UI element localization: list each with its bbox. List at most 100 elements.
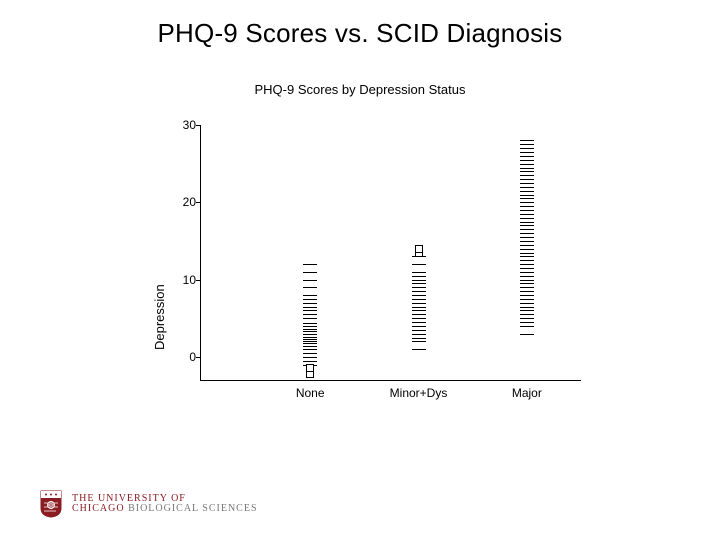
data-point xyxy=(303,310,317,311)
data-point xyxy=(520,198,534,199)
wordmark-biosci: BIOLOGICAL SCIENCES xyxy=(125,503,258,514)
data-point xyxy=(412,299,426,300)
data-point xyxy=(520,210,534,211)
data-point xyxy=(412,307,426,308)
data-point xyxy=(520,295,534,296)
data-point xyxy=(520,140,534,141)
y-axis-label: Depression xyxy=(152,284,167,350)
data-point xyxy=(520,318,534,319)
data-point xyxy=(412,256,426,257)
data-point xyxy=(412,310,426,311)
data-point xyxy=(303,264,317,265)
data-point xyxy=(412,272,426,273)
y-tick: 10 xyxy=(166,273,196,287)
data-point xyxy=(412,291,426,292)
data-point xyxy=(303,353,317,354)
data-point xyxy=(412,295,426,296)
data-point xyxy=(520,160,534,161)
data-point xyxy=(303,295,317,296)
outlier-point xyxy=(415,245,423,253)
data-point xyxy=(412,322,426,323)
data-point xyxy=(412,326,426,327)
data-point xyxy=(303,341,317,342)
data-point xyxy=(520,264,534,265)
data-point xyxy=(412,341,426,342)
data-point xyxy=(303,361,317,362)
data-point xyxy=(520,249,534,250)
data-point xyxy=(303,299,317,300)
data-point xyxy=(303,331,317,332)
data-point xyxy=(520,202,534,203)
x-tick: None xyxy=(296,386,325,400)
data-point xyxy=(303,343,317,344)
x-tick: Minor+Dys xyxy=(390,386,448,400)
data-point xyxy=(412,287,426,288)
data-point xyxy=(520,233,534,234)
data-point xyxy=(520,191,534,192)
data-point xyxy=(520,229,534,230)
data-point xyxy=(412,264,426,265)
data-point xyxy=(303,307,317,308)
data-point xyxy=(303,346,317,347)
data-point xyxy=(412,314,426,315)
data-point xyxy=(303,272,317,273)
shield-icon xyxy=(40,490,62,518)
footer-logo: THE UNIVERSITY OF CHICAGO BIOLOGICAL SCI… xyxy=(40,490,258,518)
data-point xyxy=(520,168,534,169)
data-point xyxy=(520,179,534,180)
data-point xyxy=(520,280,534,281)
data-point xyxy=(412,334,426,335)
data-point xyxy=(520,214,534,215)
data-point xyxy=(520,299,534,300)
data-point xyxy=(520,272,534,273)
data-point xyxy=(520,283,534,284)
outlier-point xyxy=(306,364,314,372)
chart-title: PHQ-9 Scores by Depression Status xyxy=(0,82,720,97)
data-point xyxy=(303,329,317,330)
data-point xyxy=(520,171,534,172)
data-point xyxy=(520,322,534,323)
data-point xyxy=(412,318,426,319)
data-point xyxy=(303,280,317,281)
data-point xyxy=(520,206,534,207)
data-point xyxy=(520,156,534,157)
data-point xyxy=(520,334,534,335)
data-point xyxy=(412,349,426,350)
wordmark-line2: CHICAGO BIOLOGICAL SCIENCES xyxy=(72,504,258,515)
data-point xyxy=(520,287,534,288)
data-point xyxy=(303,337,317,338)
data-point xyxy=(520,260,534,261)
slide: PHQ-9 Scores vs. SCID Diagnosis PHQ-9 Sc… xyxy=(0,0,720,540)
wordmark-chicago: CHICAGO xyxy=(72,503,125,514)
data-point xyxy=(520,183,534,184)
data-point xyxy=(520,314,534,315)
data-point xyxy=(520,164,534,165)
y-tick: 20 xyxy=(166,195,196,209)
page-title: PHQ-9 Scores vs. SCID Diagnosis xyxy=(0,18,720,49)
data-point xyxy=(520,222,534,223)
data-point xyxy=(412,330,426,331)
data-point xyxy=(520,144,534,145)
plot-area: 0102030NoneMinor+DysMajor xyxy=(200,125,581,381)
data-point xyxy=(303,357,317,358)
data-point xyxy=(303,318,317,319)
chart: 0102030NoneMinor+DysMajor Depression xyxy=(160,115,600,415)
data-point xyxy=(303,334,317,335)
data-point xyxy=(520,245,534,246)
y-tick: 30 xyxy=(166,118,196,132)
data-point xyxy=(520,303,534,304)
university-wordmark: THE UNIVERSITY OF CHICAGO BIOLOGICAL SCI… xyxy=(72,494,258,515)
data-point xyxy=(520,187,534,188)
data-point xyxy=(412,303,426,304)
data-point xyxy=(520,268,534,269)
data-point xyxy=(520,326,534,327)
data-point xyxy=(303,303,317,304)
data-point xyxy=(303,314,317,315)
data-point xyxy=(303,326,317,327)
data-point xyxy=(412,338,426,339)
data-point xyxy=(520,276,534,277)
data-point xyxy=(412,283,426,284)
data-point xyxy=(520,241,534,242)
data-point xyxy=(520,218,534,219)
y-tick: 0 xyxy=(166,350,196,364)
